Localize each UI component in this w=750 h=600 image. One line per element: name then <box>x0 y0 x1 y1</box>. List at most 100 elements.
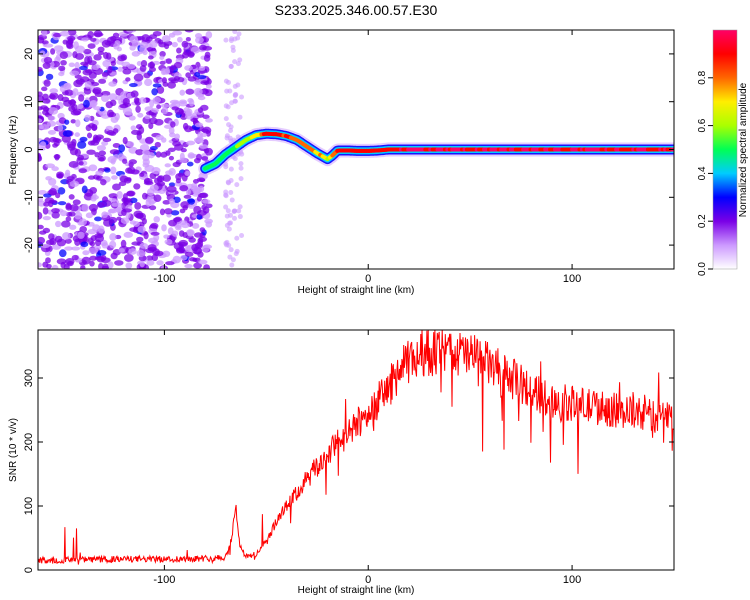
noise-blob <box>182 51 189 59</box>
noise-blob <box>196 209 207 216</box>
noise-blob <box>168 155 175 161</box>
noise-blob <box>185 36 191 42</box>
noise-blob <box>125 77 131 82</box>
noise-blob <box>184 170 191 176</box>
noise-blob <box>164 208 173 215</box>
noise-blob <box>144 136 154 144</box>
noise-blob <box>51 166 59 172</box>
noise-blob <box>90 196 97 202</box>
y-tick-label: 300 <box>23 369 35 387</box>
noise-blob <box>88 164 98 172</box>
noise-blob <box>153 216 161 223</box>
noise-blob <box>111 202 120 207</box>
noise-blob <box>146 255 154 262</box>
noise-blob <box>223 116 229 122</box>
noise-blob <box>165 58 173 64</box>
noise-blob <box>151 167 161 175</box>
noise-blob <box>38 153 42 162</box>
x-tick-label: 0 <box>365 574 371 586</box>
noise-blob <box>38 211 43 220</box>
colorbar-tick-label: 0.0 <box>697 262 708 276</box>
noise-blob <box>164 67 170 75</box>
noise-blob <box>66 141 77 149</box>
noise-blob <box>80 61 89 66</box>
noise-blob <box>52 143 58 148</box>
noise-blob <box>187 51 195 58</box>
noise-blob <box>39 141 47 149</box>
noise-blob <box>59 51 69 60</box>
noise-blob <box>42 207 49 215</box>
noise-blob <box>193 232 204 238</box>
noise-blob <box>90 100 98 107</box>
noise-blob <box>68 62 76 68</box>
noise-blob <box>128 115 136 121</box>
noise-blob <box>229 262 235 268</box>
noise-blob <box>53 32 62 38</box>
noise-blob <box>184 65 193 71</box>
noise-blob <box>168 198 175 205</box>
noise-blob <box>70 110 81 116</box>
noise-blob <box>79 225 88 233</box>
noise-blob <box>147 55 154 60</box>
noise-blob <box>165 150 171 156</box>
noise-blob <box>148 122 154 130</box>
noise-blob <box>83 99 90 108</box>
noise-blob <box>205 118 213 123</box>
noise-blob <box>109 233 117 241</box>
noise-blob <box>182 205 188 211</box>
noise-blob <box>165 261 175 266</box>
noise-blob <box>237 204 243 210</box>
noise-blob <box>150 222 159 229</box>
noise-blob <box>133 97 140 105</box>
noise-blob <box>93 32 104 37</box>
noise-blob <box>75 119 81 128</box>
noise-blob <box>74 132 81 137</box>
bottom-axis-ticks: -100 0 100 0 100 200 300 <box>23 330 674 586</box>
noise-blob <box>197 95 206 101</box>
noise-blob <box>79 65 88 71</box>
noise-blob <box>104 167 111 173</box>
noise-blob <box>192 257 198 262</box>
noise-blob <box>147 152 155 159</box>
noise-blob <box>43 79 51 87</box>
noise-blob <box>81 256 91 265</box>
noise-blob <box>101 90 111 97</box>
y-tick-label: -10 <box>23 189 35 205</box>
noise-blob <box>164 163 171 168</box>
noise-blob <box>173 76 181 81</box>
noise-blob <box>224 88 230 94</box>
noise-blob <box>199 144 209 149</box>
noise-blob <box>89 241 96 247</box>
noise-blob <box>89 186 98 194</box>
noise-blob <box>128 146 138 154</box>
noise-blob <box>205 203 213 209</box>
noise-blob <box>161 224 167 232</box>
noise-blob <box>193 262 202 269</box>
noise-blob <box>176 47 182 54</box>
noise-blob <box>109 240 117 249</box>
noise-blob <box>64 119 70 125</box>
noise-blob <box>92 64 100 70</box>
noise-blob <box>145 199 152 207</box>
noise-blob <box>109 149 120 155</box>
x-tick-label: -100 <box>153 574 175 586</box>
noise-blob <box>143 72 151 79</box>
noise-blob <box>161 137 167 143</box>
noise-blob <box>172 217 181 222</box>
noise-blob <box>202 126 212 134</box>
noise-blob <box>228 63 234 69</box>
noise-blob <box>108 208 116 214</box>
noise-blob <box>81 37 89 42</box>
colorbar-tick-label: 0.8 <box>697 70 708 84</box>
noise-blob <box>87 43 96 49</box>
noise-blob <box>57 187 66 195</box>
noise-blob <box>50 48 56 55</box>
noise-blob <box>108 93 118 101</box>
noise-blob <box>201 156 209 161</box>
noise-blob <box>171 41 178 48</box>
noise-blob <box>136 132 142 141</box>
noise-blob <box>139 97 147 104</box>
noise-blob <box>38 36 45 44</box>
noise-blob <box>108 216 118 224</box>
noise-blob <box>45 163 56 169</box>
